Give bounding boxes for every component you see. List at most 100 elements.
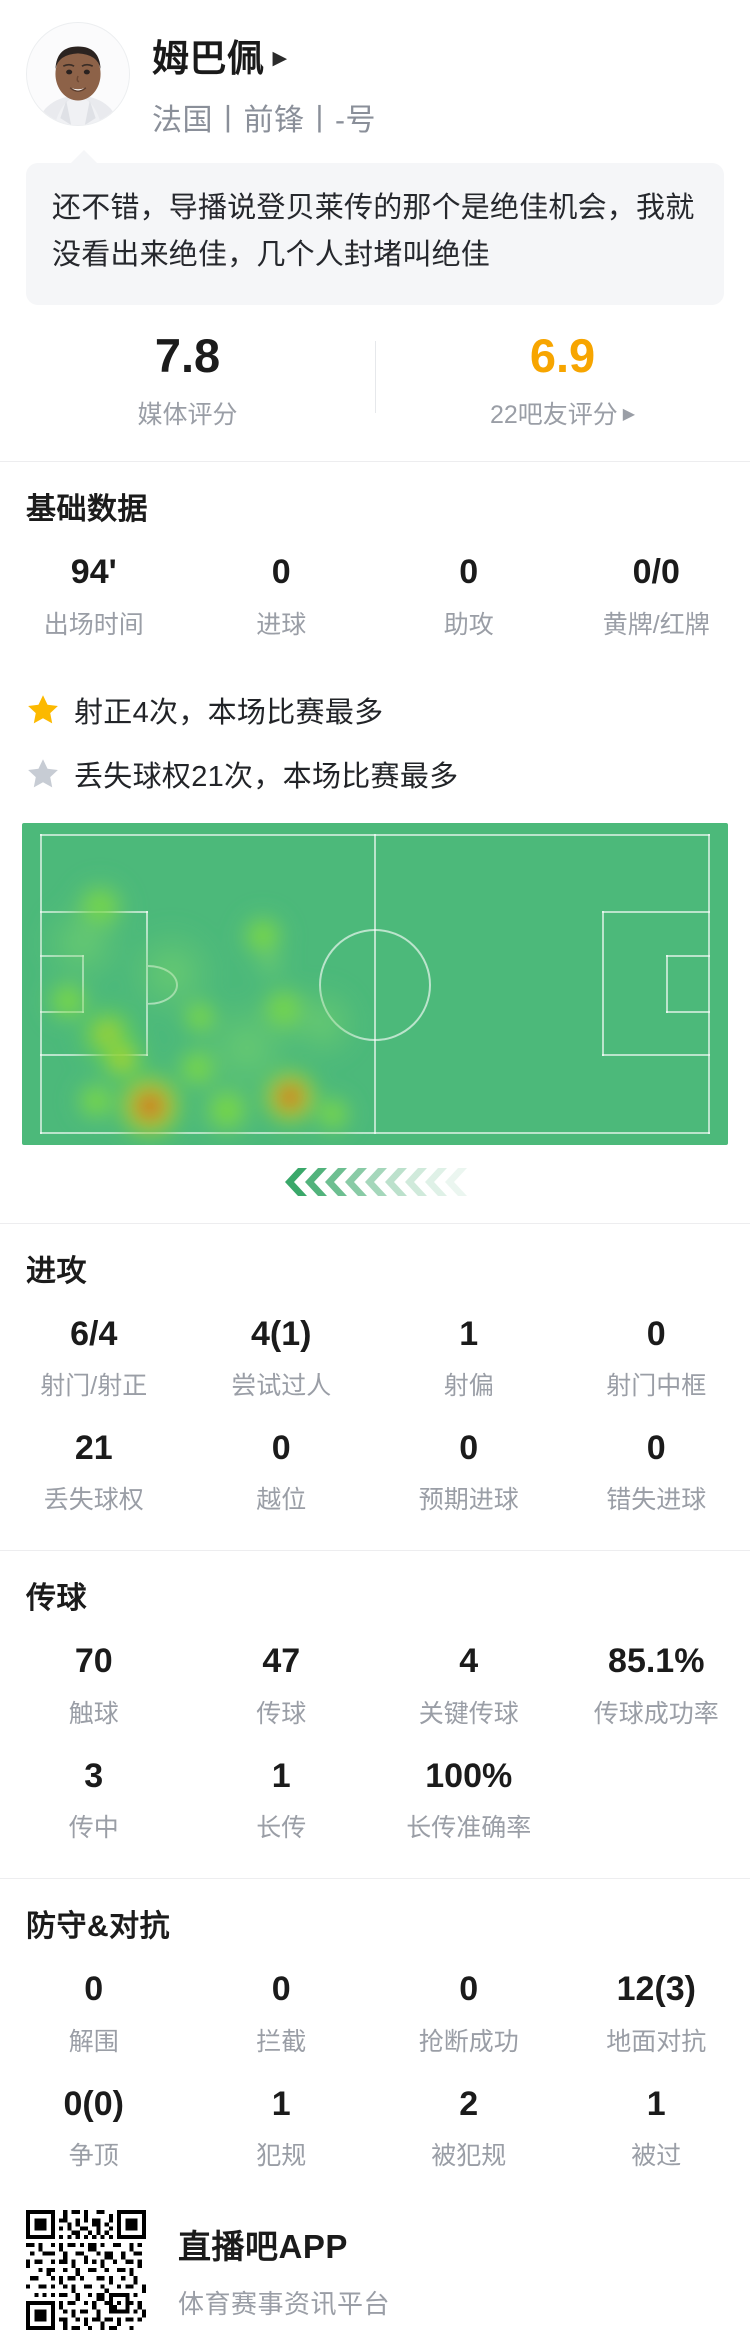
stat-cell: 1 射偏	[375, 1316, 563, 1402]
stat-label: 射门/射正	[0, 1366, 188, 1402]
stat-cell: 47 传球	[188, 1643, 376, 1729]
media-rating-label-text: 媒体评分	[137, 395, 237, 431]
stat-label: 传中	[0, 1808, 188, 1844]
section-attack: 进攻 6/4 射门/射正 4(1) 尝试过人 1 射偏 0 射门中框 21 丢失…	[0, 1224, 750, 1517]
stat-row: 0 解围 0 拦截 0 抢断成功 12(3) 地面对抗	[0, 1971, 750, 2057]
stat-label: 错失进球	[563, 1480, 750, 1516]
stat-cell: 4 关键传球	[375, 1643, 563, 1729]
comment-section: 还不错，导播说登贝莱传的那个是绝佳机会，我就没看出来绝佳，几个人封堵叫绝佳	[0, 139, 750, 305]
stat-cell: 0 解围	[0, 1971, 188, 2057]
stat-row: 3 传中 1 长传 100% 长传准确率	[0, 1758, 750, 1844]
stat-value: 12(3)	[563, 1971, 750, 2008]
triangle-right-icon[interactable]: ▶	[273, 49, 288, 68]
stat-cell: 0 错失进球	[563, 1430, 750, 1516]
stat-cell: 0 预期进球	[375, 1430, 563, 1516]
star-filled-gray-icon	[26, 757, 60, 791]
pitch-heatmap[interactable]	[22, 823, 728, 1145]
section-defence: 防守&对抗 0 解围 0 拦截 0 抢断成功 12(3) 地面对抗 0(0) 争…	[0, 1879, 750, 2172]
stat-value: 0	[188, 1430, 376, 1467]
stat-label: 抢断成功	[375, 2022, 563, 2058]
stat-label: 地面对抗	[563, 2022, 750, 2058]
stat-value: 0	[0, 1971, 188, 2008]
stat-label: 关键传球	[375, 1694, 563, 1730]
stat-cell: 0(0) 争顶	[0, 2086, 188, 2172]
stat-value: 0	[375, 1971, 563, 2008]
stat-cell: 4(1) 尝试过人	[188, 1316, 376, 1402]
app-promo-footer: 直播吧APP 体育赛事资讯平台	[0, 2210, 750, 2330]
player-header: 姆巴佩 ▶ 法国丨前锋丨-号	[0, 0, 750, 139]
player-meta: 姆巴佩 ▶ 法国丨前锋丨-号	[152, 22, 376, 139]
stat-cell: 6/4 射门/射正	[0, 1316, 188, 1402]
stat-label: 越位	[188, 1480, 376, 1516]
player-name-row[interactable]: 姆巴佩 ▶	[152, 28, 376, 82]
stat-cell-empty	[563, 1758, 750, 1844]
stat-label: 长传	[188, 1808, 376, 1844]
stat-cell: 0 助攻	[375, 554, 563, 640]
stat-label: 争顶	[0, 2136, 188, 2172]
stat-cell: 100% 长传准确率	[375, 1758, 563, 1844]
heatmap-overlay	[22, 823, 728, 1145]
stat-cell: 2 被犯规	[375, 2086, 563, 2172]
stat-value: 70	[0, 1643, 188, 1680]
highlights: 射正4次，本场比赛最多 丢失球权21次，本场比赛最多	[0, 689, 750, 795]
fan-rating[interactable]: 6.9 22吧友评分 ▶	[375, 331, 750, 431]
stat-row: 0(0) 争顶 1 犯规 2 被犯规 1 被过	[0, 2086, 750, 2172]
stat-cell: 0 射门中框	[563, 1316, 750, 1402]
section-title-basic: 基础数据	[0, 484, 750, 528]
section-title-passing: 传球	[0, 1573, 750, 1617]
comment-text: 还不错，导播说登贝莱传的那个是绝佳机会，我就没看出来绝佳，几个人封堵叫绝佳	[52, 185, 698, 279]
stat-value: 1	[375, 1316, 563, 1353]
stat-value: 4(1)	[188, 1316, 376, 1353]
stat-row: 94' 出场时间 0 进球 0 助攻 0/0 黄牌/红牌	[0, 554, 750, 640]
stat-label: 射偏	[375, 1366, 563, 1402]
triangle-right-icon[interactable]: ▶	[623, 404, 635, 424]
stat-label: 预期进球	[375, 1480, 563, 1516]
qr-code-icon[interactable]	[26, 2210, 146, 2330]
stat-value: 6/4	[0, 1316, 188, 1353]
stat-value: 2	[375, 2086, 563, 2123]
stat-value: 94'	[0, 554, 188, 591]
stat-label: 助攻	[375, 605, 563, 641]
stat-label: 触球	[0, 1694, 188, 1730]
stat-cell: 12(3) 地面对抗	[563, 1971, 750, 2057]
ratings-row: 7.8 媒体评分 6.9 22吧友评分 ▶	[0, 331, 750, 431]
stat-value: 0	[375, 554, 563, 591]
app-tagline: 体育赛事资讯平台	[178, 2284, 390, 2321]
stat-cell: 94' 出场时间	[0, 554, 188, 640]
stat-cell: 0 进球	[188, 554, 376, 640]
stat-cell: 0 越位	[188, 1430, 376, 1516]
footer-text: 直播吧APP 体育赛事资讯平台	[178, 2220, 390, 2321]
stat-label: 被过	[563, 2136, 750, 2172]
stat-label: 犯规	[188, 2136, 376, 2172]
stat-value: 0/0	[563, 554, 750, 591]
stat-label: 进球	[188, 605, 376, 641]
stat-value: 0	[563, 1316, 750, 1353]
fan-rating-label[interactable]: 22吧友评分 ▶	[375, 395, 750, 431]
stat-row: 21 丢失球权 0 越位 0 预期进球 0 错失进球	[0, 1430, 750, 1516]
stat-label: 尝试过人	[188, 1366, 376, 1402]
chevrons-left-icon	[282, 1167, 468, 1197]
comment-bubble[interactable]: 还不错，导播说登贝莱传的那个是绝佳机会，我就没看出来绝佳，几个人封堵叫绝佳	[26, 163, 724, 305]
stat-value: 0(0)	[0, 2086, 188, 2123]
stat-label: 拦截	[188, 2022, 376, 2058]
media-rating-value: 7.8	[0, 331, 375, 380]
stat-value: 47	[188, 1643, 376, 1680]
stat-label: 丢失球权	[0, 1480, 188, 1516]
attack-direction-indicator	[22, 1163, 728, 1201]
stat-label: 解围	[0, 2022, 188, 2058]
stat-row: 6/4 射门/射正 4(1) 尝试过人 1 射偏 0 射门中框	[0, 1316, 750, 1402]
stat-cell: 1 长传	[188, 1758, 376, 1844]
stat-cell: 21 丢失球权	[0, 1430, 188, 1516]
media-rating-label: 媒体评分	[0, 395, 375, 431]
avatar[interactable]	[26, 22, 130, 126]
stat-value: 100%	[375, 1758, 563, 1795]
stat-cell: 70 触球	[0, 1643, 188, 1729]
stat-value: 4	[375, 1643, 563, 1680]
highlight-row: 丢失球权21次，本场比赛最多	[0, 753, 750, 795]
stat-label: 长传准确率	[375, 1808, 563, 1844]
media-rating: 7.8 媒体评分	[0, 331, 375, 431]
stat-cell: 1 被过	[563, 2086, 750, 2172]
stat-value: 0	[188, 554, 376, 591]
stat-label: 黄牌/红牌	[563, 605, 750, 641]
stat-value: 3	[0, 1758, 188, 1795]
